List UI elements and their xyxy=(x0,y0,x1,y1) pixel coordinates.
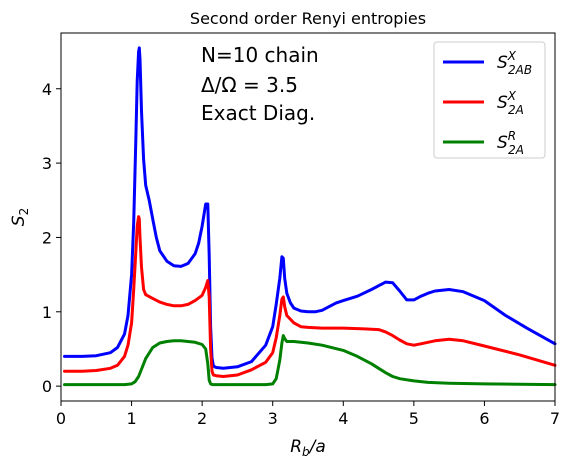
y-ticks: 0 1 2 3 4 xyxy=(42,80,61,396)
legend-frame xyxy=(433,41,546,159)
y-tick-label: 3 xyxy=(42,154,52,173)
annotations: N=10 chain Δ/Ω = 3.5 Exact Diag. xyxy=(201,43,319,125)
annotation-chain: N=10 chain xyxy=(201,43,319,67)
x-tick-label: 1 xyxy=(126,409,136,428)
y-axis-label-sub: 2 xyxy=(17,208,31,216)
x-tick-label: 2 xyxy=(197,409,207,428)
plot-area xyxy=(63,46,557,387)
annotation-ratio: Δ/Ω = 3.5 xyxy=(201,73,298,97)
legend: SX 2AB SX 2A SR 2A xyxy=(433,41,546,159)
legend-label: SX 2AB xyxy=(497,49,532,77)
x-axis-label-sub: b xyxy=(302,445,310,459)
x-axis-label: Rb/a xyxy=(290,437,326,459)
x-tick-label: 5 xyxy=(409,409,419,428)
x-ticks: 0 1 2 3 4 5 6 7 xyxy=(56,401,560,428)
x-axis-label-rest: /a xyxy=(308,437,326,457)
y-tick-label: 1 xyxy=(42,303,52,322)
annotation-method: Exact Diag. xyxy=(201,101,315,125)
series-line-0 xyxy=(63,46,557,370)
y-axis-label-base: S xyxy=(9,215,29,226)
x-tick-label: 6 xyxy=(479,409,489,428)
chart-title: Second order Renyi entropies xyxy=(190,9,426,28)
x-tick-label: 4 xyxy=(338,409,348,428)
axes-frame xyxy=(60,32,556,402)
y-axis-label: S2 xyxy=(9,208,31,226)
legend-label: SX 2A xyxy=(497,89,524,117)
x-tick-label: 3 xyxy=(268,409,278,428)
series-line-1 xyxy=(63,215,557,378)
y-tick-label: 0 xyxy=(42,377,52,396)
x-tick-label: 0 xyxy=(56,409,66,428)
legend-label: SR 2A xyxy=(497,129,524,157)
legend-items: SX 2AB SX 2A SR 2A xyxy=(443,49,532,157)
x-tick-label: 7 xyxy=(550,409,560,428)
x-axis-label-base: R xyxy=(290,437,302,457)
y-tick-label: 2 xyxy=(42,228,52,247)
series-line-2 xyxy=(63,334,557,387)
y-tick-label: 4 xyxy=(42,80,52,99)
